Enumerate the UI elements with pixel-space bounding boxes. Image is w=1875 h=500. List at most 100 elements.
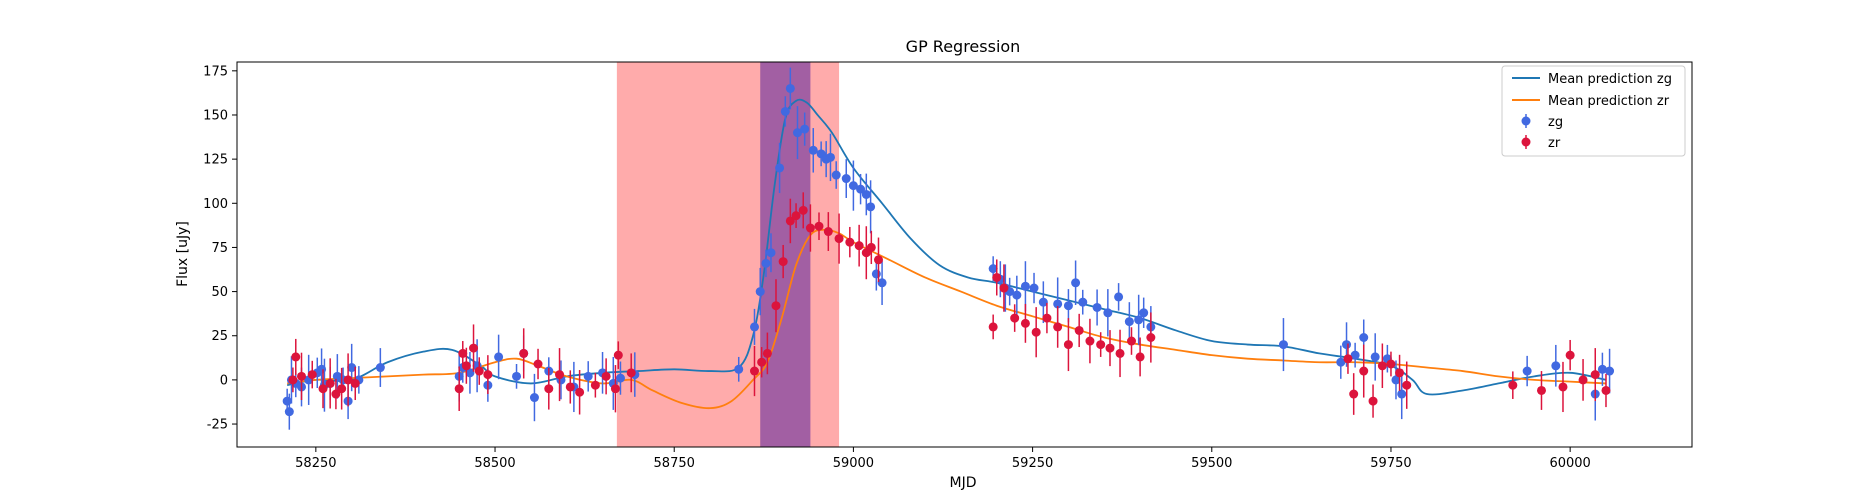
data-point-zr bbox=[757, 347, 767, 378]
y-tick-label: 25 bbox=[211, 329, 228, 344]
data-point-zr bbox=[1343, 343, 1353, 374]
data-point-zr bbox=[544, 367, 554, 410]
data-point-zr bbox=[1085, 318, 1095, 364]
legend-label-zg: zg bbox=[1548, 115, 1563, 130]
data-point-zr bbox=[458, 341, 468, 366]
y-tick-label: 150 bbox=[203, 108, 228, 123]
data-point-zg bbox=[785, 67, 795, 110]
data-point-zr bbox=[1042, 302, 1052, 334]
data-point-zr bbox=[1590, 348, 1600, 402]
data-point-zg bbox=[375, 348, 385, 387]
data-point-zr bbox=[350, 366, 360, 401]
data-point-zr bbox=[575, 370, 585, 415]
data-point-zg bbox=[556, 360, 566, 400]
data-point-zg bbox=[1391, 360, 1401, 400]
data-point-zg bbox=[1103, 289, 1113, 337]
data-point-zr bbox=[1115, 329, 1125, 378]
data-point-zr bbox=[1536, 371, 1546, 410]
data-point-zg bbox=[761, 249, 771, 278]
data-point-zr bbox=[474, 357, 484, 385]
y-axis-label: Flux [uJy] bbox=[175, 221, 191, 287]
data-point-zg bbox=[775, 142, 785, 194]
data-point-zr bbox=[555, 348, 565, 402]
data-point-zr bbox=[1010, 304, 1020, 332]
data-point-zr bbox=[873, 237, 883, 283]
data-point-zr bbox=[992, 259, 1002, 296]
data-point-zg bbox=[755, 267, 765, 316]
y-tick-label: 175 bbox=[203, 64, 228, 79]
data-point-zg bbox=[1134, 294, 1144, 345]
data-point-zr bbox=[771, 279, 781, 333]
data-point-zr bbox=[798, 192, 808, 229]
y-tick-label: -25 bbox=[207, 418, 228, 433]
data-point-zr bbox=[1578, 359, 1588, 401]
data-point-zr bbox=[1402, 361, 1412, 409]
data-point-zg bbox=[494, 334, 504, 380]
data-point-zg bbox=[529, 373, 539, 422]
data-point-zg bbox=[861, 173, 871, 216]
data-point-zg bbox=[284, 393, 294, 430]
data-point-zg bbox=[856, 173, 866, 205]
data-point-zr bbox=[749, 345, 759, 397]
data-point-zg bbox=[1063, 289, 1073, 323]
data-point-zr bbox=[1377, 343, 1387, 389]
data-point-zr bbox=[814, 212, 824, 241]
x-tick-label: 58750 bbox=[654, 456, 695, 471]
data-point-zg bbox=[1124, 302, 1134, 342]
data-point-zr bbox=[1105, 330, 1115, 367]
data-point-zr bbox=[590, 372, 600, 398]
data-point-zg bbox=[848, 160, 858, 211]
data-point-zr bbox=[854, 224, 864, 267]
data-point-zr bbox=[565, 370, 575, 404]
data-point-zg bbox=[615, 361, 625, 395]
data-point-zg bbox=[1114, 283, 1124, 311]
data-point-zr bbox=[297, 352, 307, 401]
data-point-zg bbox=[825, 133, 835, 182]
x-tick-label: 59750 bbox=[1370, 456, 1411, 471]
data-point-zg bbox=[866, 180, 876, 234]
data-point-zg bbox=[734, 356, 744, 382]
y-tick-label: 50 bbox=[211, 285, 228, 300]
data-point-zg bbox=[766, 233, 776, 273]
data-point-zg bbox=[800, 112, 810, 146]
data-point-zr bbox=[318, 369, 328, 409]
data-point-zg bbox=[1012, 275, 1022, 315]
data-point-zr bbox=[601, 358, 611, 395]
data-point-zg bbox=[1597, 352, 1607, 386]
axes-frame bbox=[236, 61, 1693, 448]
series-zg bbox=[282, 67, 1615, 430]
data-point-zr bbox=[1020, 303, 1030, 343]
data-point-zg bbox=[1370, 333, 1380, 381]
data-point-zg bbox=[831, 161, 841, 189]
data-point-zr bbox=[999, 264, 1009, 312]
data-point-zr bbox=[778, 244, 788, 279]
series-zr bbox=[288, 192, 1611, 418]
data-point-zr bbox=[610, 365, 620, 413]
y-axis: -25 0 25 50 75 100 125 150 175 bbox=[203, 64, 237, 433]
data-point-zg bbox=[1278, 318, 1288, 372]
data-point-zg bbox=[877, 260, 887, 306]
data-point-zg bbox=[749, 308, 759, 345]
data-point-zr bbox=[1053, 306, 1063, 348]
data-point-zg bbox=[1020, 261, 1030, 312]
data-point-zr bbox=[1359, 344, 1369, 398]
y-tick-label: 100 bbox=[203, 197, 228, 212]
mean-prediction-lines bbox=[287, 98, 1607, 410]
data-point-zr bbox=[1349, 373, 1359, 415]
data-point-zr bbox=[533, 348, 543, 380]
data-point-zr bbox=[1096, 332, 1106, 357]
data-point-zr bbox=[823, 212, 833, 251]
y-tick-label: 125 bbox=[203, 153, 228, 168]
legend-label-zr: zr bbox=[1548, 136, 1561, 151]
x-axis: 58250 58500 58750 59000 59250 59500 59750 60000 bbox=[295, 447, 1591, 471]
data-point-zr bbox=[1565, 339, 1575, 371]
data-point-zr bbox=[1558, 361, 1568, 413]
data-point-zg bbox=[1078, 289, 1088, 315]
legend-label-mean-zr: Mean prediction zr bbox=[1548, 94, 1670, 109]
data-point-zg bbox=[1397, 368, 1407, 420]
data-point-zg bbox=[465, 351, 475, 394]
data-point-zg bbox=[608, 356, 618, 410]
data-point-zr bbox=[1074, 313, 1084, 348]
data-point-zr bbox=[1386, 351, 1396, 377]
